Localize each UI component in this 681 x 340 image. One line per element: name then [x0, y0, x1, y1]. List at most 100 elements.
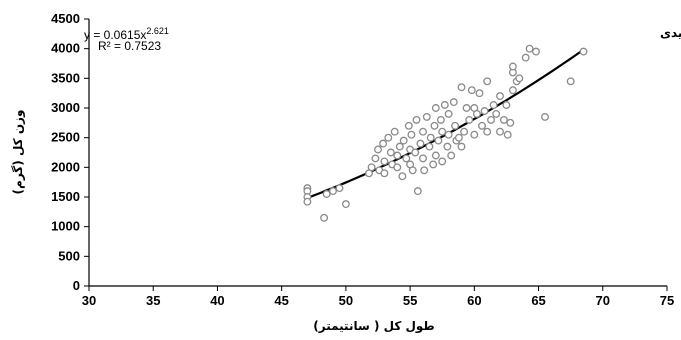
- y-tick-label: 3500: [51, 70, 80, 85]
- data-point: [380, 157, 389, 166]
- data-point: [449, 98, 458, 107]
- data-point: [420, 166, 429, 175]
- data-point: [579, 47, 588, 56]
- data-point: [492, 109, 501, 118]
- data-point: [408, 166, 417, 175]
- data-point: [444, 109, 453, 118]
- data-point: [541, 112, 549, 121]
- x-tick-label: 60: [467, 293, 481, 308]
- data-point: [440, 101, 449, 109]
- x-tick-label: 45: [274, 293, 288, 308]
- data-point: [398, 172, 407, 181]
- data-point: [416, 139, 425, 148]
- data-point: [499, 115, 508, 124]
- data-point: [404, 121, 413, 130]
- data-point: [496, 92, 504, 101]
- data-point: [470, 130, 479, 139]
- data-point: [425, 142, 434, 151]
- y-tick-label: 0: [73, 278, 80, 293]
- data-point: [393, 163, 402, 172]
- data-point: [395, 142, 404, 151]
- data-point: [515, 74, 524, 83]
- data-point: [460, 127, 469, 136]
- x-tick-label: 35: [146, 293, 160, 308]
- trendline-layer: [307, 48, 585, 199]
- data-point: [399, 136, 408, 145]
- panel-label: حدیدی: [660, 26, 681, 40]
- x-tick-label: 50: [339, 293, 353, 308]
- data-point: [322, 190, 331, 198]
- y-axis-label: وزن کل (گرم): [11, 110, 26, 195]
- data-point: [374, 145, 382, 154]
- data-point: [447, 151, 456, 160]
- data-point: [502, 101, 511, 109]
- data-point: [532, 47, 540, 56]
- data-point: [429, 160, 438, 169]
- y-tick-label: 4000: [51, 41, 80, 56]
- data-points: [303, 44, 588, 222]
- data-point: [483, 77, 492, 86]
- data-point: [566, 77, 575, 86]
- data-point: [487, 115, 495, 124]
- r-squared: R² = 0.7523: [98, 39, 161, 53]
- data-point: [457, 142, 466, 151]
- data-point: [413, 187, 422, 196]
- x-tick-label: 65: [531, 293, 545, 308]
- data-point: [451, 121, 460, 130]
- data-point: [496, 127, 504, 136]
- equation-exponent: 2.621: [146, 26, 169, 36]
- data-point: [419, 127, 427, 136]
- y-tick-label: 2500: [51, 130, 80, 145]
- data-point: [335, 184, 344, 193]
- data-point: [438, 157, 447, 166]
- x-axis-label: طول کل ( سانتیمتر): [313, 319, 434, 334]
- data-point: [521, 53, 530, 62]
- data-point: [508, 62, 517, 71]
- data-point: [483, 127, 492, 136]
- data-point: [431, 104, 440, 112]
- y-tick-label: 1000: [51, 219, 80, 234]
- data-point: [431, 151, 440, 160]
- data-point: [478, 121, 486, 130]
- data-point: [411, 148, 420, 157]
- y-tick-label: 1500: [51, 189, 80, 204]
- data-point: [367, 163, 376, 172]
- data-point: [393, 151, 402, 160]
- data-point: [379, 139, 388, 148]
- data-point: [371, 154, 380, 163]
- data-point: [303, 197, 312, 206]
- data-point: [480, 107, 489, 115]
- data-point: [430, 121, 439, 130]
- data-point: [386, 148, 395, 157]
- data-point: [436, 115, 445, 124]
- data-point: [489, 101, 498, 109]
- data-point: [506, 118, 515, 127]
- data-point: [419, 154, 427, 163]
- data-point: [503, 130, 512, 139]
- y-tick-label: 500: [58, 248, 80, 263]
- y-tick-label: 3000: [51, 100, 80, 115]
- data-point: [390, 127, 399, 136]
- data-point: [402, 154, 411, 163]
- data-point: [462, 104, 471, 112]
- data-point: [438, 127, 447, 136]
- data-point: [407, 130, 416, 139]
- axis-ticks: 30 35 40 45 50 55 60 65 70 75 0 500 1000 1500 2000 2500…: [51, 11, 674, 308]
- data-point: [472, 109, 481, 118]
- data-point: [412, 115, 421, 124]
- data-point: [384, 133, 393, 142]
- data-point: [444, 130, 453, 139]
- x-tick-label: 75: [660, 293, 674, 308]
- data-point: [426, 133, 435, 142]
- y-tick-label: 4500: [51, 11, 80, 26]
- x-tick-label: 70: [596, 293, 610, 308]
- data-point: [467, 86, 476, 95]
- data-point: [457, 83, 466, 92]
- power-trendline: [307, 48, 585, 199]
- data-point: [454, 133, 463, 142]
- x-tick-label: 30: [82, 293, 96, 308]
- data-point: [434, 136, 443, 145]
- data-point: [329, 187, 337, 196]
- data-point: [341, 200, 350, 209]
